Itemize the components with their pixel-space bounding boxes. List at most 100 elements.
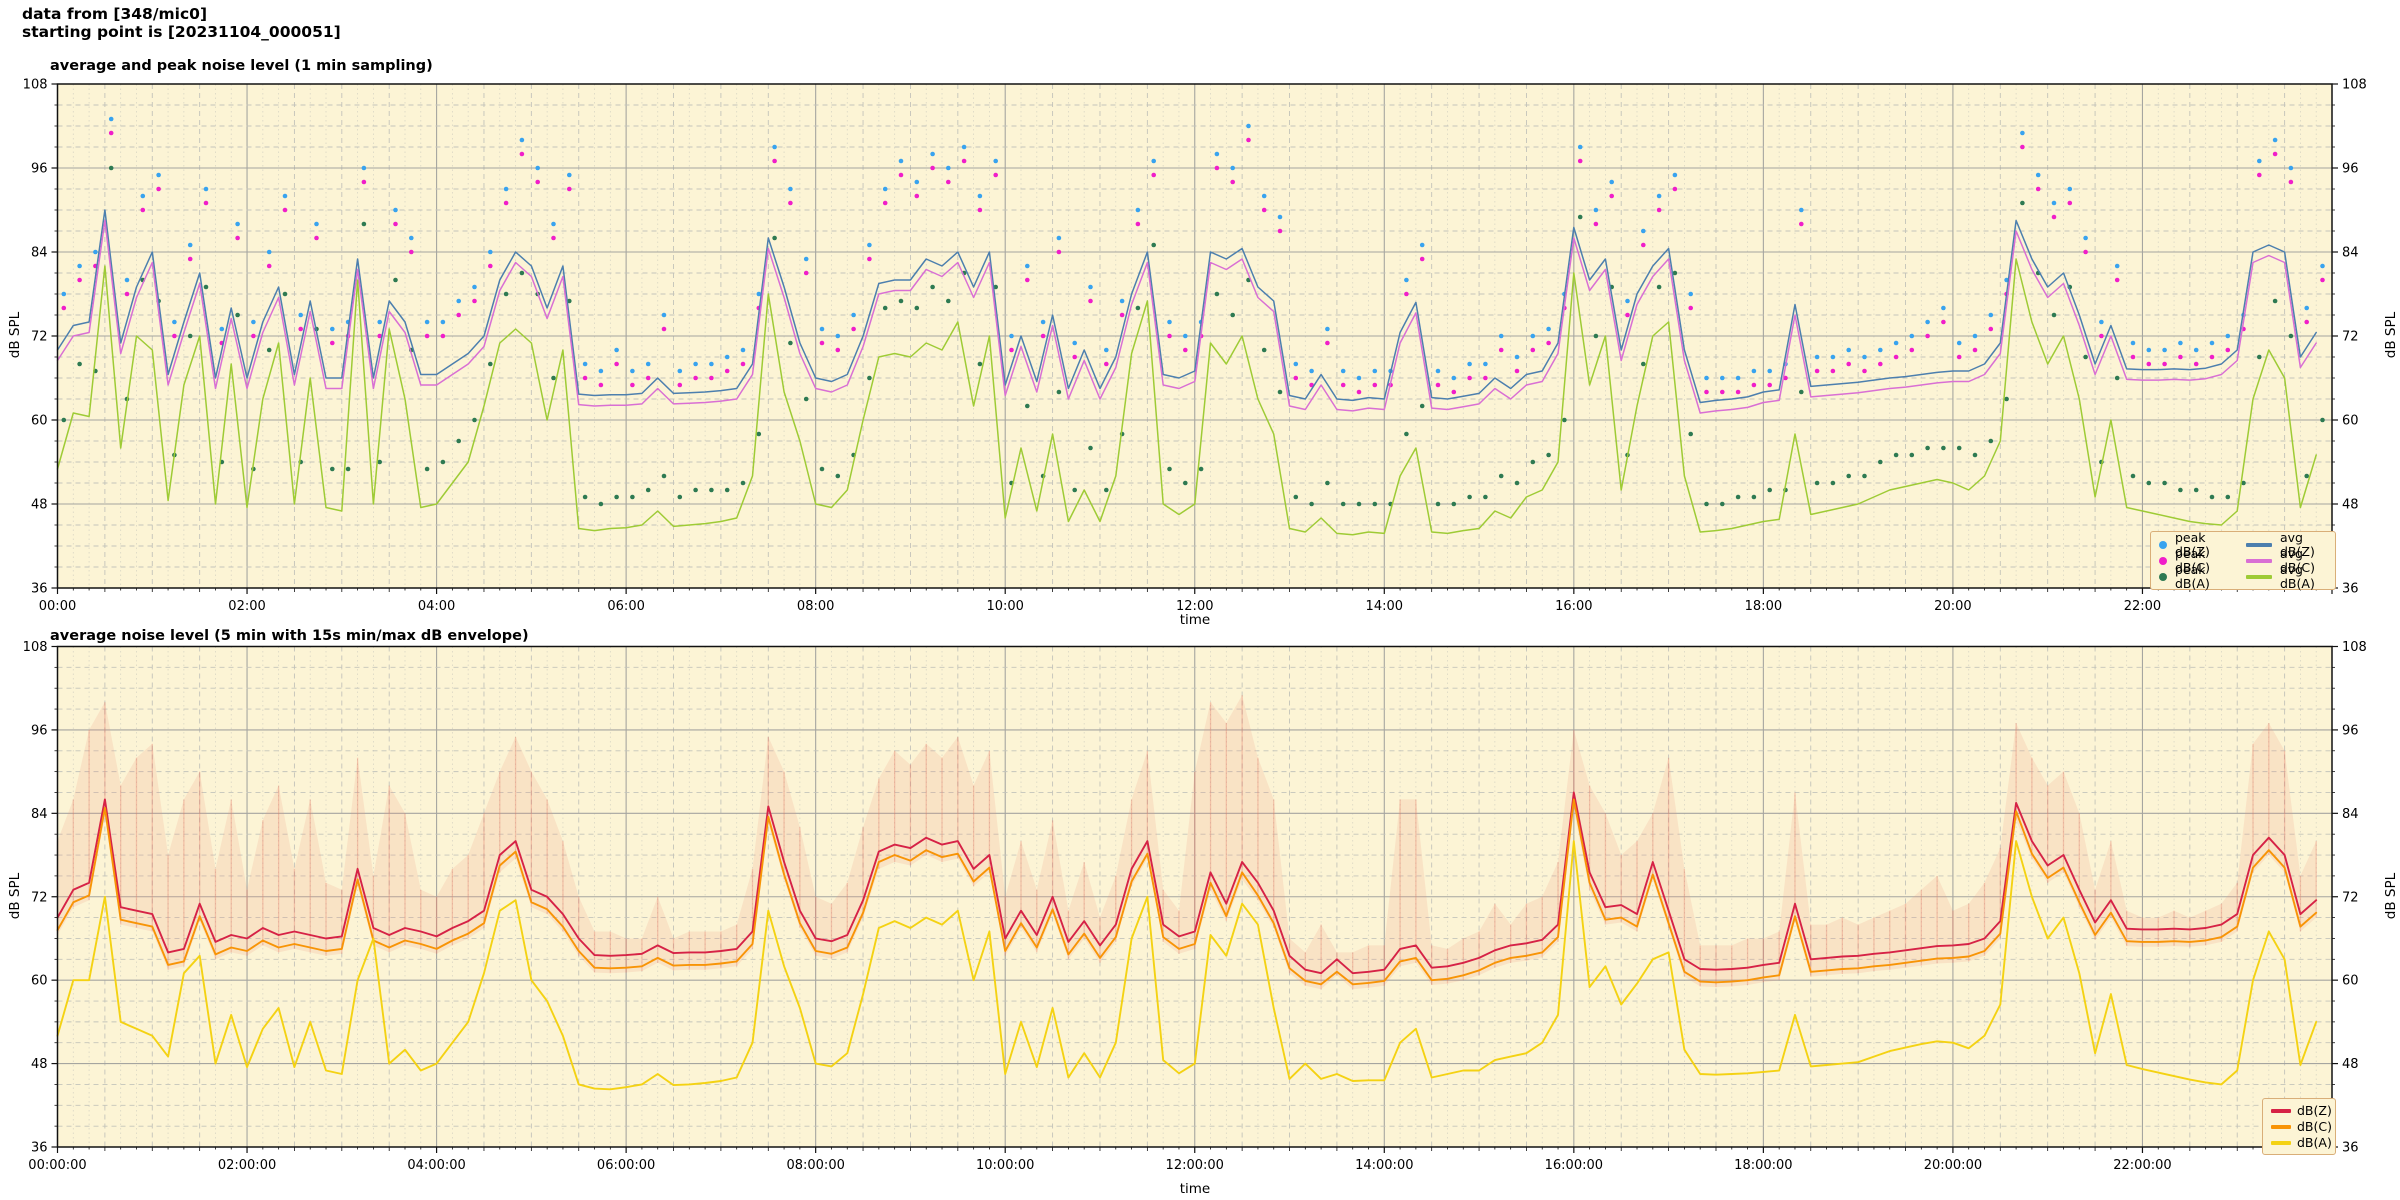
x-tick-label: 18:00 — [1745, 599, 1782, 614]
avg-dbz-swatch — [2246, 542, 2272, 547]
y-tick-label-right: 60 — [2342, 974, 2359, 989]
y-tick-label-left: 108 — [23, 640, 48, 655]
x-tick-label: 04:00:00 — [407, 1158, 465, 1173]
x-tick-label: 02:00:00 — [218, 1158, 276, 1173]
y-tick-label-left: 48 — [31, 498, 48, 513]
legend-label: peak dB(A) — [2175, 561, 2210, 591]
y-tick-label-right: 108 — [2342, 78, 2367, 93]
y-tick-label-left: 60 — [31, 974, 48, 989]
avg-dbc-swatch — [2246, 558, 2272, 563]
peak-dbz-marker — [2159, 540, 2167, 549]
avg-dba-swatch — [2246, 574, 2272, 579]
x-tick-label: 20:00:00 — [1924, 1158, 1982, 1173]
top-chart-legend: peak dB(Z) avg dB(Z) peak dB(C) avg dB(C… — [2150, 530, 2336, 590]
y-tick-label-right: 48 — [2342, 1057, 2359, 1072]
x-tick-label: 10:00 — [986, 599, 1023, 614]
x-tick-label: 14:00:00 — [1355, 1158, 1413, 1173]
legend-label: dB(C) — [2297, 1118, 2332, 1134]
bottom-plot-area: 00:00:00 02:00:00 04:00:00 06:00:00 08:00:00… — [23, 640, 2367, 1173]
x-tick-label: 10:00:00 — [976, 1158, 1034, 1173]
header-line-1: data from [348/mic0] — [22, 5, 208, 23]
legend-item-peak-dba: peak dB(A) — [2159, 562, 2220, 590]
y-tick-label-left: 36 — [31, 1141, 48, 1156]
top-right-y-axis-label: dB SPL — [2383, 311, 2399, 359]
y-tick-label-right: 36 — [2342, 1141, 2359, 1156]
scatter-peak-db-z- — [61, 116, 2325, 381]
legend-label: avg dB(A) — [2280, 561, 2315, 591]
legend-item-avg-dba: avg dB(A) — [2246, 562, 2325, 590]
y-tick-label-right: 36 — [2342, 582, 2359, 597]
top-left-y-axis-label: dB SPL — [7, 311, 23, 359]
y-tick-label-left: 72 — [31, 890, 48, 905]
y-tick-label-right: 96 — [2342, 162, 2359, 177]
peak-dbc-marker — [2159, 556, 2167, 565]
y-tick-label-right: 72 — [2342, 330, 2359, 345]
line-db-z- — [56, 791, 2318, 975]
y-tick-label-right: 108 — [2342, 640, 2367, 655]
x-tick-label: 12:00 — [1176, 599, 1213, 614]
x-tick-label: 20:00 — [1934, 599, 1971, 614]
x-tick-label: 02:00 — [228, 599, 265, 614]
dbc-swatch — [2271, 1124, 2291, 1129]
legend-item-peak-dbc: peak dB(C) — [2159, 546, 2220, 574]
peak-dba-marker — [2159, 572, 2167, 581]
x-tick-label: 04:00 — [418, 599, 455, 614]
x-tick-label: 08:00 — [797, 599, 834, 614]
top-chart-title: average and peak noise level (1 min samp… — [50, 58, 433, 74]
x-tick-label: 18:00:00 — [1734, 1158, 1792, 1173]
line-db-a- — [56, 840, 2318, 1091]
legend-label: avg dB(Z) — [2280, 529, 2315, 559]
y-tick-label-left: 96 — [31, 723, 48, 738]
line-avg-db-z- — [56, 209, 2317, 404]
x-tick-label: 12:00:00 — [1166, 1158, 1224, 1173]
x-tick-label: 06:00 — [607, 599, 644, 614]
y-tick-label-left: 72 — [31, 330, 48, 345]
line-avg-db-a- — [56, 258, 2317, 536]
bottom-chart-title: average noise level (5 min with 15s min/… — [50, 628, 529, 644]
bottom-right-y-axis-label: dB SPL — [2383, 872, 2399, 920]
legend-item-avg-dbz: avg dB(Z) — [2246, 530, 2325, 558]
bottom-chart-legend: dB(Z) dB(C) dB(A) — [2262, 1098, 2336, 1155]
y-tick-label-right: 48 — [2342, 498, 2359, 513]
y-tick-label-left: 108 — [23, 78, 48, 93]
y-tick-label-left: 84 — [31, 807, 48, 822]
y-tick-label-right: 60 — [2342, 414, 2359, 429]
y-tick-label-right: 84 — [2342, 246, 2359, 261]
dbz-swatch — [2271, 1108, 2291, 1113]
x-tick-label: 22:00:00 — [2113, 1158, 2171, 1173]
x-tick-label: 06:00:00 — [597, 1158, 655, 1173]
y-tick-label-left: 36 — [31, 582, 48, 597]
y-tick-label-left: 96 — [31, 162, 48, 177]
legend-label: avg dB(C) — [2280, 545, 2315, 575]
y-tick-label-right: 84 — [2342, 807, 2359, 822]
y-tick-label-left: 48 — [31, 1057, 48, 1072]
header-line-2: starting point is [20231104_000051] — [22, 23, 341, 41]
top-x-axis-label: time — [1179, 612, 1211, 628]
legend-item-dbz: dB(Z) — [2271, 1103, 2332, 1118]
dba-swatch — [2271, 1140, 2291, 1145]
x-tick-label: 14:00 — [1366, 599, 1403, 614]
x-tick-label: 00:00:00 — [28, 1158, 86, 1173]
y-tick-label-right: 96 — [2342, 723, 2359, 738]
y-tick-label-left: 84 — [31, 246, 48, 261]
legend-label: peak dB(Z) — [2175, 529, 2210, 559]
x-tick-label: 22:00 — [2124, 599, 2161, 614]
legend-item-dba: dB(A) — [2271, 1135, 2332, 1150]
legend-label: peak dB(C) — [2175, 545, 2210, 575]
x-tick-label: 08:00:00 — [786, 1158, 844, 1173]
legend-item-avg-dbc: avg dB(C) — [2246, 546, 2325, 574]
line-avg-db-c- — [56, 219, 2317, 414]
x-tick-label: 00:00 — [39, 599, 76, 614]
legend-label: dB(Z) — [2297, 1102, 2332, 1118]
bottom-x-axis-label: time — [1179, 1181, 1211, 1197]
legend-item-peak-dbz: peak dB(Z) — [2159, 530, 2220, 558]
minmax-envelope-band — [57, 695, 2317, 990]
x-tick-label: 16:00:00 — [1545, 1158, 1603, 1173]
x-tick-label: 16:00 — [1555, 599, 1592, 614]
y-tick-label-left: 60 — [31, 414, 48, 429]
legend-label: dB(A) — [2297, 1134, 2332, 1150]
legend-item-dbc: dB(C) — [2271, 1119, 2332, 1134]
top-plot-area: 00:00 02:00 04:00 06:00 08:00 10:00 12:00 14:00… — [23, 78, 2367, 615]
bottom-left-y-axis-label: dB SPL — [7, 872, 23, 920]
